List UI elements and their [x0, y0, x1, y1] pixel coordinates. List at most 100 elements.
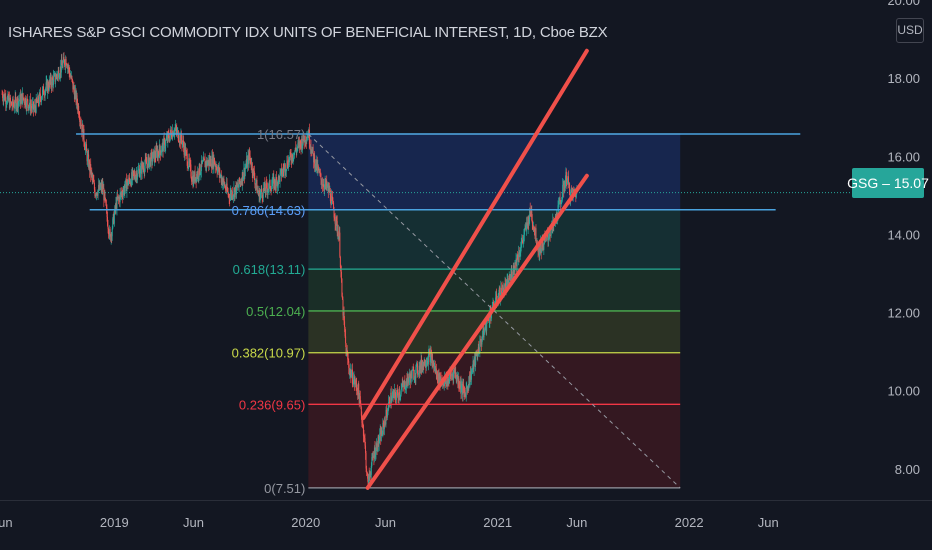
- last-price-tag: GSG – 15.07: [847, 168, 929, 198]
- candle-body: [34, 104, 36, 109]
- candle-body: [241, 181, 243, 185]
- candle-body: [32, 103, 34, 109]
- candle-body: [218, 168, 220, 173]
- candle-body: [307, 134, 309, 138]
- candle-body: [296, 147, 298, 149]
- candle-body: [328, 186, 330, 193]
- time-tick-label: 2021: [483, 515, 512, 530]
- candle-body: [486, 319, 488, 323]
- candle-body: [449, 372, 451, 375]
- candle-body: [269, 180, 271, 183]
- candle-body: [379, 433, 381, 441]
- candle-body: [111, 233, 113, 237]
- candle-body: [226, 183, 228, 191]
- candle-body: [318, 171, 320, 173]
- candle-body: [153, 150, 155, 153]
- candle-body: [80, 121, 82, 125]
- fib-level-label: 0.5(12.04): [246, 304, 305, 319]
- candle-body: [326, 180, 328, 188]
- candle-body: [261, 189, 263, 193]
- candle-body: [355, 380, 357, 383]
- candle-body: [201, 160, 203, 164]
- candle-body: [77, 106, 79, 110]
- candle-body: [384, 421, 386, 423]
- candle-body: [369, 474, 371, 477]
- candle-body: [70, 76, 72, 78]
- candle-body: [447, 379, 449, 385]
- candle-body: [519, 254, 521, 257]
- candle-body: [482, 328, 484, 337]
- candle-body: [358, 383, 360, 395]
- candle-body: [144, 158, 146, 166]
- candle-body: [319, 173, 321, 175]
- candle-body: [561, 197, 563, 202]
- candle-body: [376, 443, 378, 448]
- candle-body: [537, 248, 539, 252]
- candle-body: [424, 365, 426, 367]
- candle-body: [285, 169, 287, 172]
- candle-body: [388, 402, 390, 410]
- candle-body: [180, 133, 182, 141]
- candle-body: [104, 198, 106, 200]
- candle-body: [414, 375, 416, 379]
- candle-body: [329, 190, 331, 193]
- candle-body: [457, 374, 459, 382]
- candle-body: [117, 196, 119, 199]
- candle-body: [500, 287, 502, 294]
- candle-body: [175, 126, 177, 130]
- candle-body: [530, 213, 532, 215]
- candle-body: [399, 395, 401, 398]
- candle-body: [154, 151, 156, 157]
- candle-body: [213, 158, 215, 165]
- candle-body: [274, 179, 276, 185]
- candle-body: [74, 91, 76, 100]
- candle-body: [367, 473, 369, 479]
- candle-body: [232, 195, 234, 197]
- candle-body: [456, 377, 458, 381]
- candle-body: [235, 185, 237, 195]
- candle-body: [305, 141, 307, 143]
- candle-body: [187, 165, 189, 168]
- candle-body: [382, 422, 384, 435]
- candle-body: [548, 237, 550, 240]
- candle-body: [95, 192, 97, 196]
- candle-body: [31, 107, 33, 109]
- candle-body: [393, 390, 395, 398]
- candle-body: [228, 194, 230, 196]
- candle-body: [156, 148, 158, 150]
- candle-body: [483, 330, 485, 338]
- candle-body: [333, 202, 335, 211]
- candle-body: [100, 186, 102, 190]
- candle-body: [201, 161, 203, 164]
- candle-body: [130, 183, 132, 184]
- candle-body: [200, 160, 202, 172]
- candle-body: [432, 359, 434, 366]
- candle-body: [267, 190, 269, 193]
- candle-body: [453, 370, 455, 380]
- candle-body: [24, 102, 26, 105]
- candle-body: [386, 413, 388, 417]
- candle-body: [525, 225, 527, 231]
- candle-body: [43, 94, 45, 96]
- candle-body: [332, 200, 334, 203]
- candle-body: [287, 166, 289, 169]
- candle-body: [23, 98, 25, 103]
- candle-body: [133, 173, 135, 175]
- candle-body: [254, 178, 256, 185]
- currency-label[interactable]: USD: [896, 18, 924, 43]
- candle-body: [174, 129, 176, 134]
- candle-body: [75, 90, 77, 92]
- candle-body: [221, 178, 223, 183]
- candle-body: [13, 104, 15, 108]
- candle-body: [484, 328, 486, 330]
- candle-body: [296, 148, 298, 153]
- candle-body: [90, 171, 92, 176]
- candle-body: [28, 106, 30, 110]
- candle-body: [175, 126, 177, 130]
- candle-body: [345, 343, 347, 356]
- candle-body: [116, 196, 118, 209]
- candle-body: [83, 128, 85, 143]
- candle-body: [340, 271, 342, 279]
